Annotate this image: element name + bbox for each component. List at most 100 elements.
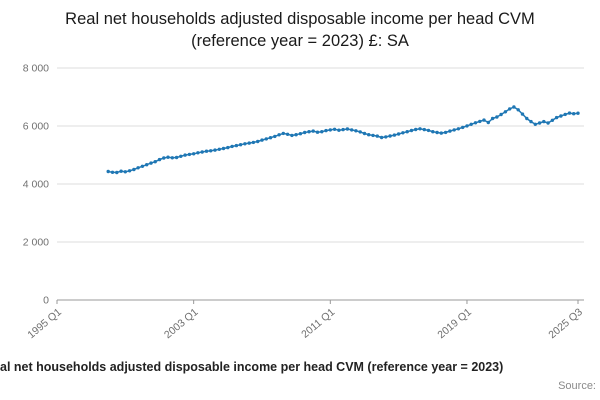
series-point	[234, 143, 239, 148]
series-point	[554, 115, 559, 120]
series-point	[525, 116, 529, 121]
series-point	[542, 119, 546, 124]
series-point	[179, 154, 183, 158]
series-point	[367, 133, 371, 137]
series-point	[461, 125, 465, 130]
x-tick-label: 2025 Q3	[546, 306, 585, 341]
series-point	[238, 143, 243, 147]
series-point	[473, 121, 478, 125]
y-tick-label: 6 000	[23, 121, 49, 133]
series-point	[315, 130, 320, 134]
footer-caption: al net households adjusted disposable in…	[0, 360, 504, 374]
y-tick-label: 0	[43, 295, 49, 307]
series-point	[537, 121, 542, 125]
series-point	[140, 164, 145, 168]
series-point	[567, 111, 572, 115]
series-point	[230, 144, 234, 149]
series-point	[426, 128, 431, 133]
series-point	[298, 132, 303, 136]
series-point	[465, 124, 469, 128]
series-point	[183, 153, 187, 157]
series-point	[132, 167, 136, 172]
series-point	[324, 128, 328, 133]
series-point	[247, 141, 251, 145]
series-point	[290, 133, 294, 138]
series-point	[456, 127, 461, 131]
series-point	[307, 130, 311, 134]
series-point	[311, 129, 315, 133]
x-tick-label: 2019 Q1	[435, 306, 474, 341]
series-point	[200, 150, 204, 154]
series-point	[273, 134, 277, 139]
series-point	[431, 130, 435, 134]
series-point	[486, 120, 490, 125]
series-point	[516, 108, 520, 112]
x-tick-label: 1995 Q1	[25, 306, 64, 341]
series-point	[166, 155, 170, 159]
series-point	[388, 134, 392, 138]
y-tick-label: 4 000	[23, 179, 49, 191]
series-point	[448, 129, 452, 133]
series-point	[375, 134, 379, 138]
series-line	[108, 106, 579, 174]
series-point	[217, 147, 221, 151]
series-point	[550, 118, 555, 123]
series-point	[508, 107, 512, 111]
series-point	[392, 133, 397, 137]
x-tick-label: 2011 Q1	[299, 306, 337, 341]
series-point	[379, 135, 384, 140]
series-point	[256, 139, 260, 144]
series-point	[409, 128, 414, 133]
series-point	[204, 149, 209, 153]
series-point	[563, 112, 567, 117]
series-point	[503, 110, 508, 114]
series-point	[422, 127, 426, 132]
x-tick-label: 2003 Q1	[162, 306, 201, 341]
series-point	[127, 169, 132, 173]
series-point	[350, 128, 354, 132]
series-point	[533, 122, 537, 127]
series-point	[439, 131, 443, 135]
series-point	[115, 170, 119, 175]
series-point	[149, 161, 153, 165]
series-point	[192, 152, 196, 156]
series-point	[123, 170, 128, 174]
series-point	[512, 105, 516, 109]
series-point	[396, 132, 401, 136]
series-point	[371, 133, 375, 138]
series-point	[221, 146, 226, 151]
series-point	[170, 156, 174, 160]
series-point	[482, 118, 486, 122]
chart-gridlines	[57, 67, 584, 301]
series-point	[303, 130, 307, 135]
series-point	[546, 121, 550, 125]
series-point	[418, 127, 422, 131]
series-point	[572, 112, 576, 116]
series-point	[285, 132, 290, 136]
series-point	[414, 127, 418, 132]
series-point	[320, 130, 324, 134]
series-point	[294, 133, 298, 137]
series-point	[268, 136, 273, 140]
series-point	[157, 157, 162, 162]
y-tick-label: 2 000	[23, 237, 49, 249]
series-point	[405, 130, 409, 134]
series-point	[332, 127, 337, 131]
series-point	[162, 156, 166, 160]
chart-axes: 0 2 000 4 000 6 000 8 000 1995 Q1 2003 Q1 2011 …	[23, 63, 585, 342]
series-point	[243, 142, 247, 146]
series-point	[145, 163, 149, 167]
series-point	[401, 131, 405, 135]
source-label: Source:	[558, 380, 596, 392]
series-point	[226, 145, 230, 150]
y-tick-label: 8 000	[23, 63, 49, 75]
chart-line-series	[106, 105, 580, 175]
series-point	[490, 116, 495, 121]
series-point	[187, 152, 192, 157]
series-point	[174, 155, 179, 160]
series-point	[209, 149, 213, 153]
series-point	[478, 119, 482, 124]
series-point	[362, 131, 367, 136]
